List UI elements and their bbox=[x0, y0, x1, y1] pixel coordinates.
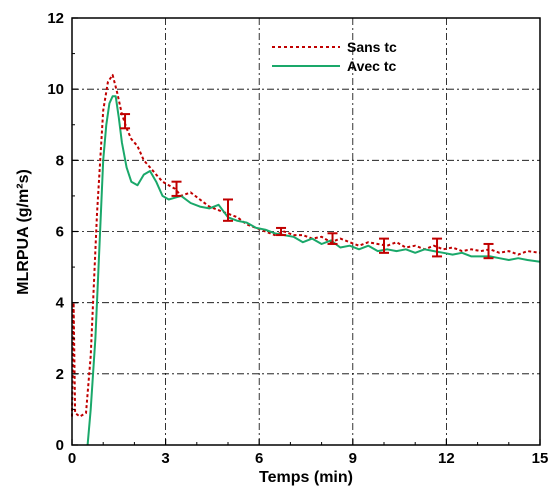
x-tick-label: 9 bbox=[349, 450, 357, 467]
x-tick-label: 0 bbox=[68, 450, 76, 467]
y-tick-label: 8 bbox=[56, 152, 64, 169]
error-bars bbox=[120, 113, 494, 260]
y-tick-label: 10 bbox=[47, 81, 64, 98]
error-bar bbox=[483, 242, 494, 260]
series-layer bbox=[71, 73, 541, 446]
error-bar bbox=[327, 232, 338, 245]
error-bar bbox=[379, 237, 389, 254]
x-axis-title: Temps (min) bbox=[259, 469, 353, 486]
grid-lines bbox=[72, 18, 540, 445]
legend-label-avec-tc: Avec tc bbox=[347, 58, 397, 74]
error-bar bbox=[276, 226, 287, 237]
axis-ticks bbox=[71, 17, 541, 446]
series-line-avec-tc bbox=[86, 95, 541, 446]
y-axis-title: MLRPUA (g/m²s) bbox=[15, 169, 32, 295]
x-tick-label: 12 bbox=[438, 450, 455, 467]
x-tick-label: 3 bbox=[161, 450, 169, 467]
x-tick-label: 15 bbox=[532, 450, 549, 467]
error-bar bbox=[171, 180, 182, 197]
y-tick-label: 12 bbox=[47, 10, 64, 27]
legend-label-sans-tc: Sans tc bbox=[347, 39, 397, 55]
y-tick-label: 2 bbox=[56, 366, 64, 383]
y-tick-label: 6 bbox=[56, 224, 64, 241]
tick-labels: 0 3 6 9 12 15 0 2 4 6 8 10 12 bbox=[47, 10, 548, 467]
error-bar bbox=[120, 113, 131, 130]
series-line-sans-tc bbox=[71, 73, 541, 418]
x-tick-label: 6 bbox=[255, 450, 263, 467]
y-tick-label: 0 bbox=[56, 437, 64, 454]
legend: Sans tc Avec tc bbox=[272, 39, 397, 74]
error-bar bbox=[223, 198, 233, 222]
y-tick-label: 4 bbox=[56, 295, 65, 312]
error-bar bbox=[432, 237, 443, 258]
